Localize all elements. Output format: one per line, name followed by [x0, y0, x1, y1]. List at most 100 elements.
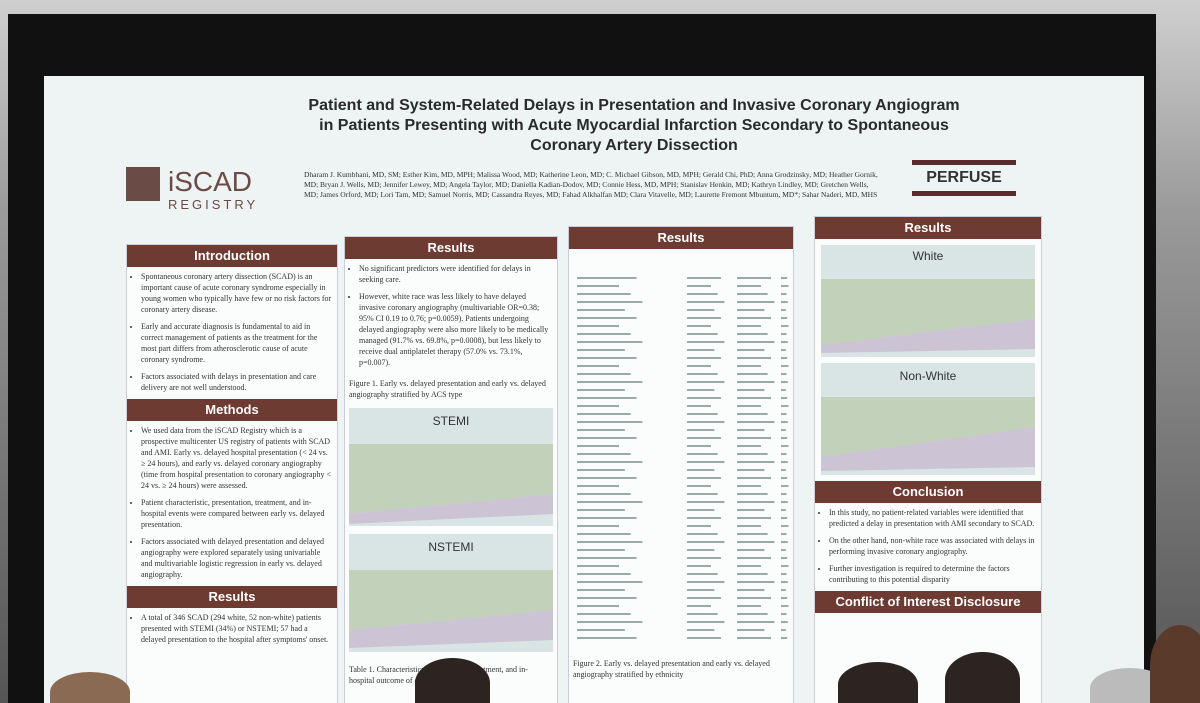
table-row-text [577, 365, 619, 367]
sankey [821, 397, 1035, 471]
table-row-text [781, 477, 788, 479]
bullet-list: In this study, no patient-related variab… [817, 507, 1037, 585]
table-row-text [687, 589, 715, 591]
table-row-text [687, 533, 718, 535]
table-row-text [577, 565, 619, 567]
logo-text: iSCAD [168, 166, 253, 197]
table-row-text [577, 501, 643, 503]
panel-label: White [912, 249, 944, 263]
screen-frame: Patient and System-Related Delays in Pre… [8, 14, 1156, 703]
table-row-text [577, 349, 625, 351]
table-row-text [737, 293, 768, 295]
section-heading: Results [127, 586, 337, 608]
sankey [349, 570, 553, 648]
table-row-text [737, 477, 771, 479]
table-row-text [781, 293, 787, 295]
table-row-text [781, 509, 786, 511]
table-row-text [687, 293, 718, 295]
table-row-text [737, 365, 761, 367]
bullet: Patient characteristic, presentation, tr… [141, 497, 333, 530]
table-row-text [577, 325, 619, 327]
table-row-text [577, 301, 643, 303]
bullet: Early and accurate diagnosis is fundamen… [141, 321, 333, 365]
table-row-text [687, 549, 715, 551]
table-row-text [687, 405, 711, 407]
table-row-text [687, 397, 721, 399]
table-row-text [737, 421, 775, 423]
section-heading: Conflict of Interest Disclosure [815, 591, 1041, 613]
table-row-text [781, 461, 788, 463]
table-row-text [737, 341, 775, 343]
table-row-text [737, 493, 768, 495]
table-row-text [737, 621, 775, 623]
table-row-text [737, 277, 771, 279]
table-row-text [577, 573, 631, 575]
table-row-text [781, 493, 787, 495]
section-heading: Results [345, 237, 557, 259]
table-row-text [577, 605, 619, 607]
table-row-text [781, 525, 789, 527]
section-heading: Introduction [127, 245, 337, 267]
table-row-text [687, 277, 721, 279]
table-row-text [737, 285, 761, 287]
table-row-text [737, 637, 771, 639]
section-heading: Conclusion [815, 481, 1041, 503]
table-row-text [781, 421, 788, 423]
table-row-text [737, 453, 768, 455]
table-row-text [687, 373, 718, 375]
table-row-text [781, 613, 787, 615]
table-row-text [781, 325, 789, 327]
table-row-text [781, 485, 789, 487]
table-row-text [737, 525, 761, 527]
table-row-text [687, 493, 718, 495]
table-row-text [687, 509, 715, 511]
table-row-text [737, 581, 775, 583]
table-row-text [577, 405, 619, 407]
table-row-text [737, 309, 765, 311]
table-row-text [577, 461, 643, 463]
table-row-text [687, 621, 725, 623]
table-row-text [577, 469, 625, 471]
bullet-list: We used data from the iSCAD Registry whi… [129, 425, 333, 580]
table-row-text [577, 389, 625, 391]
table-row-text [687, 573, 718, 575]
table-row-text [687, 453, 718, 455]
section-heading: Methods [127, 399, 337, 421]
table-row-text [577, 509, 625, 511]
table-row-text [687, 461, 725, 463]
partner-logo: PERFUSE [912, 160, 1016, 196]
bullet: Further investigation is required to det… [829, 563, 1037, 585]
table-row-text [737, 445, 761, 447]
table-row-text [577, 317, 637, 319]
table-row-text [737, 461, 775, 463]
table-row-text [687, 541, 725, 543]
table-row-text [687, 485, 711, 487]
table-row-text [737, 429, 765, 431]
audience-head [415, 658, 490, 703]
table-row-text [781, 453, 787, 455]
bullet-list: No significant predictors were identifie… [347, 263, 553, 368]
table-row-text [687, 517, 721, 519]
table-row-text [577, 453, 631, 455]
figure-caption: Figure 1. Early vs. delayed presentation… [349, 379, 546, 399]
table-row-text [577, 437, 637, 439]
table-row-text [781, 309, 786, 311]
table-row-text [577, 541, 643, 543]
table-row-text [737, 373, 768, 375]
bullet: No significant predictors were identifie… [359, 263, 553, 285]
table-row-text [687, 525, 711, 527]
table-row-text [577, 381, 643, 383]
column: Results White Non-White Conclusion In th… [814, 216, 1042, 703]
table-row-text [737, 565, 761, 567]
table-row-text [737, 485, 761, 487]
table-row-text [781, 549, 786, 551]
table-row-text [577, 285, 619, 287]
bullet: On the other hand, non-white race was as… [829, 535, 1037, 557]
sankey-panel: Non-White [821, 363, 1035, 475]
table-row-text [781, 501, 788, 503]
table-row-text [781, 541, 788, 543]
table-row-text [737, 325, 761, 327]
section-heading: Results [569, 227, 793, 249]
table-row-text [687, 605, 711, 607]
